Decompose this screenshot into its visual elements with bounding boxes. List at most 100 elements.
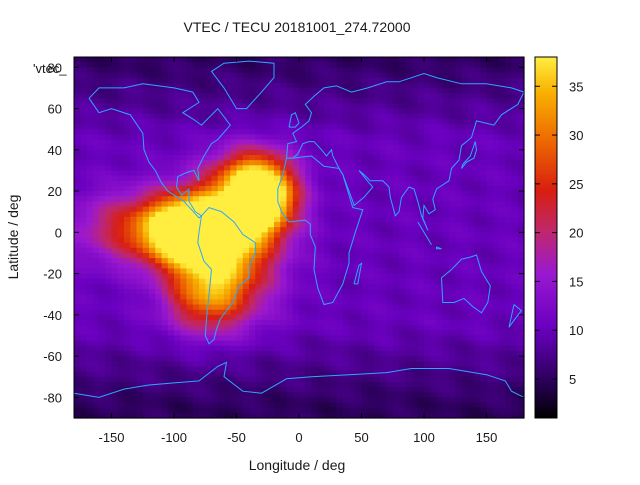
heatmap-cell — [217, 216, 225, 223]
heatmap-cell — [86, 345, 94, 352]
heatmap-cell — [342, 227, 350, 233]
heatmap-cell — [511, 242, 519, 249]
heatmap-cell — [361, 227, 369, 233]
heatmap-cell — [436, 263, 444, 270]
heatmap-cell — [324, 160, 331, 166]
heatmap-cell — [342, 103, 350, 110]
heatmap-cell — [367, 144, 375, 151]
heatmap-cell — [130, 191, 138, 197]
heatmap-cell — [399, 387, 406, 393]
heatmap-cell — [92, 299, 100, 306]
heatmap-cell — [180, 82, 188, 89]
heatmap-cell — [411, 268, 419, 275]
heatmap-cell — [186, 191, 194, 197]
heatmap-cell — [224, 87, 231, 94]
heatmap-cell — [467, 62, 475, 68]
heatmap-cell — [442, 345, 450, 352]
heatmap-cell — [280, 294, 288, 300]
heatmap-cell — [261, 407, 269, 414]
heatmap-cell — [449, 294, 456, 300]
heatmap-cell — [136, 371, 144, 378]
heatmap-cell — [74, 325, 81, 331]
heatmap-cell — [380, 320, 388, 326]
heatmap-cell — [117, 335, 125, 342]
heatmap-cell — [330, 304, 338, 311]
heatmap-cell — [124, 273, 131, 280]
heatmap-cell — [405, 191, 413, 197]
heatmap-cell — [80, 139, 88, 146]
heatmap-cell — [480, 278, 488, 285]
heatmap-cell — [355, 139, 363, 146]
heatmap-cell — [424, 335, 431, 342]
heatmap-cell — [274, 124, 281, 130]
heatmap-cell — [417, 124, 425, 130]
heatmap-cell — [311, 278, 319, 285]
heatmap-cell — [130, 263, 138, 270]
heatmap-cell — [299, 289, 306, 295]
heatmap-cell — [486, 108, 494, 115]
heatmap-cell — [99, 361, 106, 368]
heatmap-cell — [511, 134, 519, 141]
heatmap-cell — [155, 232, 163, 239]
heatmap-cell — [349, 340, 356, 347]
heatmap-cell — [86, 77, 94, 84]
heatmap-cell — [355, 376, 363, 383]
heatmap-cell — [467, 206, 475, 213]
heatmap-cell — [411, 237, 419, 244]
heatmap-cell — [455, 299, 463, 306]
heatmap-cell — [249, 356, 256, 362]
heatmap-cell — [205, 361, 213, 368]
heatmap-cell — [180, 320, 188, 326]
heatmap-cell — [224, 108, 231, 115]
heatmap-cell — [449, 387, 456, 393]
heatmap-cell — [417, 350, 425, 357]
heatmap-cell — [199, 87, 206, 94]
heatmap-cell — [130, 299, 138, 306]
heatmap-cell — [505, 103, 513, 110]
heatmap-cell — [449, 124, 456, 130]
heatmap-cell — [117, 289, 125, 295]
heatmap-cell — [136, 108, 144, 115]
heatmap-cell — [499, 139, 506, 146]
heatmap-cell — [136, 273, 144, 280]
heatmap-cell — [242, 381, 250, 388]
heatmap-cell — [117, 320, 125, 326]
heatmap-cell — [230, 345, 238, 352]
heatmap-cell — [111, 82, 119, 89]
heatmap-cell — [205, 108, 213, 115]
heatmap-cell — [430, 371, 438, 378]
heatmap-cell — [430, 252, 438, 259]
heatmap-cell — [230, 335, 238, 342]
heatmap-cell — [430, 387, 438, 393]
heatmap-cell — [224, 258, 231, 264]
heatmap-cell — [330, 139, 338, 146]
heatmap-cell — [167, 356, 175, 362]
heatmap-cell — [499, 67, 506, 74]
heatmap-cell — [136, 124, 144, 130]
heatmap-cell — [105, 299, 113, 306]
heatmap-cell — [336, 345, 344, 352]
heatmap-cell — [392, 180, 400, 187]
heatmap-cell — [342, 82, 350, 89]
heatmap-cell — [417, 273, 425, 280]
heatmap-cell — [355, 299, 363, 306]
heatmap-cell — [492, 222, 500, 228]
heatmap-cell — [99, 263, 106, 270]
heatmap-cell — [399, 335, 406, 342]
heatmap-cell — [324, 247, 331, 254]
heatmap-cell — [155, 392, 163, 398]
heatmap-cell — [392, 381, 400, 388]
heatmap-cell — [124, 258, 131, 264]
heatmap-cell — [205, 320, 213, 326]
heatmap-cell — [161, 216, 169, 223]
heatmap-cell — [105, 273, 113, 280]
heatmap-cell — [436, 325, 444, 331]
heatmap-cell — [442, 175, 450, 182]
heatmap-cell — [430, 278, 438, 285]
heatmap-cell — [211, 320, 219, 326]
heatmap-cell — [505, 180, 513, 187]
heatmap-cell — [136, 87, 144, 94]
heatmap-cell — [186, 154, 194, 161]
heatmap-cell — [380, 252, 388, 259]
heatmap-cell — [249, 258, 256, 264]
